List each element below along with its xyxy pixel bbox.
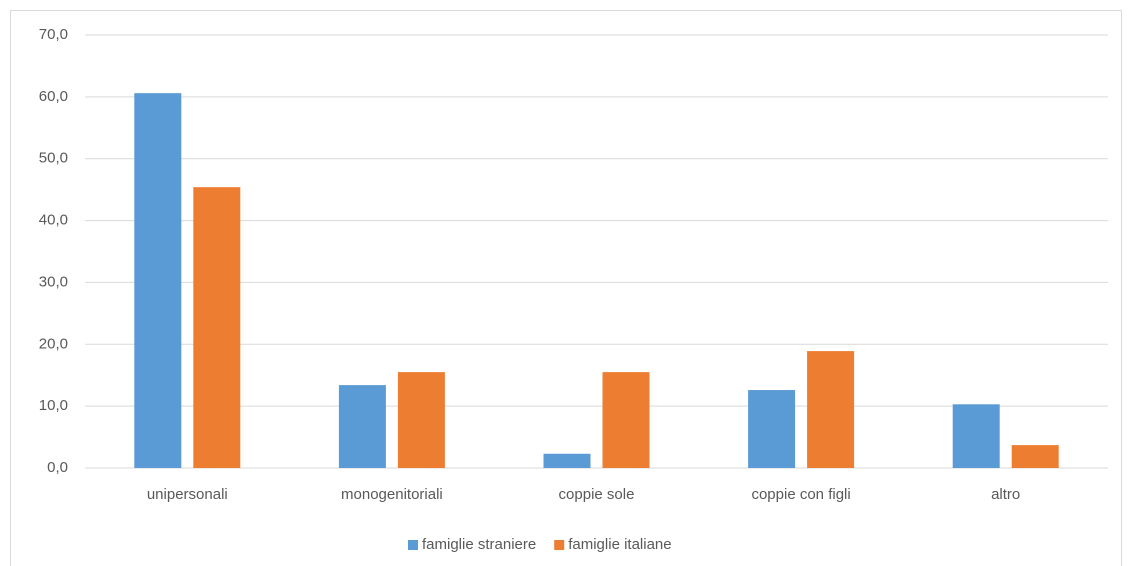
bar: [807, 351, 855, 468]
y-tick-label: 0,0: [47, 459, 68, 476]
legend-swatch: [408, 540, 418, 550]
y-tick-label: 20,0: [39, 335, 68, 352]
chart-border: [10, 10, 1122, 566]
y-tick-label: 10,0: [39, 397, 68, 414]
legend-label: famiglie italiane: [568, 536, 671, 553]
bar: [543, 453, 591, 468]
bar: [1011, 445, 1059, 468]
x-tick-label: coppie con figli: [751, 486, 850, 503]
bar: [602, 372, 650, 468]
x-tick-label: coppie sole: [559, 486, 635, 503]
y-tick-label: 30,0: [39, 273, 68, 290]
bar: [193, 187, 241, 468]
legend-swatch: [554, 540, 565, 550]
legend-label: famiglie straniere: [422, 536, 536, 553]
bar: [134, 93, 182, 468]
x-tick-label: monogenitoriali: [341, 486, 443, 503]
x-tick-label: unipersonali: [147, 486, 228, 503]
x-tick-label: altro: [991, 486, 1020, 503]
y-tick-label: 40,0: [39, 212, 68, 229]
bar: [952, 404, 1000, 468]
y-tick-label: 50,0: [39, 150, 68, 167]
bar: [748, 390, 796, 468]
bar: [397, 372, 445, 468]
y-tick-label: 70,0: [39, 26, 68, 43]
y-tick-label: 60,0: [39, 88, 68, 105]
bar: [338, 385, 386, 468]
